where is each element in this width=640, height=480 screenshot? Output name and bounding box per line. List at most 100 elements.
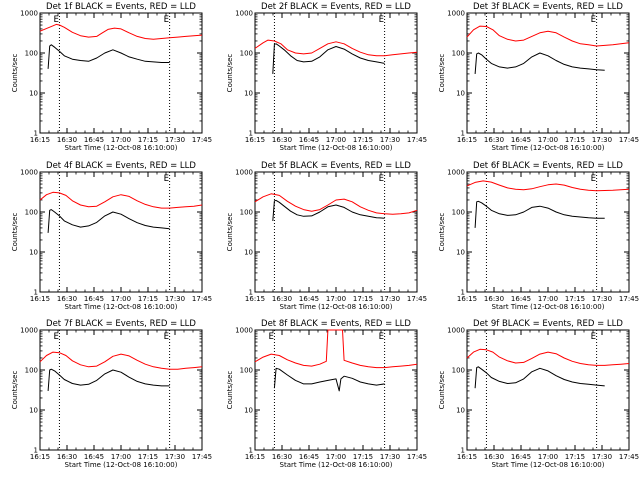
y-axis-label: Counts/sec (438, 371, 446, 410)
plot-frame (39, 329, 203, 451)
x-tick-label: 16:45 (299, 453, 319, 461)
x-tick-label: 17:45 (192, 136, 212, 144)
x-tick-label: 16:15 (245, 295, 265, 303)
x-tick-label: 16:15 (245, 453, 265, 461)
plot-frame (254, 329, 418, 451)
events-series-line (273, 367, 385, 392)
x-axis-label: Start Time (12-Oct-08 16:10:00) (65, 461, 178, 469)
x-tick-label: 16:45 (511, 136, 531, 144)
x-tick-label: 16:30 (57, 136, 77, 144)
events-series-line (474, 366, 605, 389)
y-axis-label: Counts/sec (11, 371, 19, 410)
x-tick-label: 17:00 (326, 295, 346, 303)
y-tick-label: 1000 (447, 169, 465, 177)
y-tick-label: 100 (25, 209, 38, 217)
plot-frame (254, 12, 418, 134)
events-series-line (47, 368, 170, 391)
lld-series-line (39, 23, 203, 40)
event-marker-label: E (164, 332, 169, 342)
x-tick-label: 16:30 (272, 295, 292, 303)
x-tick-label: 17:30 (380, 295, 400, 303)
y-tick-label: 1 (34, 289, 38, 297)
panel-title: Det 6f BLACK = Events, RED = LLD (473, 161, 623, 171)
x-tick-label: 16:45 (84, 453, 104, 461)
y-tick-label: 10 (244, 90, 253, 98)
y-tick-label: 1 (249, 289, 253, 297)
y-tick-label: 10 (29, 249, 38, 257)
x-tick-label: 17:30 (592, 136, 612, 144)
x-axis-label: Start Time (12-Oct-08 16:10:00) (280, 144, 393, 152)
event-marker-label: E (591, 332, 596, 342)
y-axis-label: Counts/sec (226, 213, 234, 252)
x-tick-label: 17:00 (111, 453, 131, 461)
x-tick-label: 17:15 (353, 136, 373, 144)
panel-title: Det 2f BLACK = Events, RED = LLD (261, 2, 411, 12)
event-marker-label: E (379, 174, 384, 184)
x-tick-label: 16:30 (484, 295, 504, 303)
x-tick-label: 17:30 (165, 136, 185, 144)
detector-panel-1: Det 1f BLACK = Events, RED = LLD 1 10 100 10… (11, 2, 212, 152)
lld-series-line (254, 193, 418, 215)
x-tick-label: 17:00 (111, 295, 131, 303)
events-series-line (272, 199, 385, 221)
x-tick-label: 17:45 (192, 453, 212, 461)
panel-title: Det 3f BLACK = Events, RED = LLD (473, 2, 623, 12)
lld-series-line (466, 348, 630, 366)
x-tick-label: 17:45 (407, 453, 427, 461)
y-tick-label: 10 (29, 90, 38, 98)
y-axis-label: Counts/sec (438, 213, 446, 252)
y-tick-label: 100 (25, 367, 38, 375)
x-axis-label: Start Time (12-Oct-08 16:10:00) (492, 144, 605, 152)
detector-panel-2: Det 2f BLACK = Events, RED = LLD 1 10 100 10… (226, 2, 427, 152)
x-tick-label: 16:15 (457, 453, 477, 461)
events-series-line (474, 200, 605, 228)
panel-title: Det 9f BLACK = Events, RED = LLD (473, 319, 623, 329)
y-tick-label: 100 (452, 50, 465, 58)
event-marker-label: E (379, 15, 384, 25)
x-axis-label: Start Time (12-Oct-08 16:10:00) (492, 461, 605, 469)
y-tick-label: 1000 (20, 327, 38, 335)
x-tick-label: 17:00 (111, 136, 131, 144)
panel-title: Det 1f BLACK = Events, RED = LLD (46, 2, 196, 12)
event-marker-label: E (164, 174, 169, 184)
x-tick-label: 17:15 (138, 295, 158, 303)
events-series-line (47, 44, 170, 69)
plot-frame (39, 12, 203, 134)
x-axis-label: Start Time (12-Oct-08 16:10:00) (65, 303, 178, 311)
panel-title: Det 7f BLACK = Events, RED = LLD (46, 319, 196, 329)
event-marker-label: E (53, 15, 58, 25)
y-axis-label: Counts/sec (11, 213, 19, 252)
x-tick-label: 17:30 (380, 136, 400, 144)
x-tick-label: 17:45 (619, 136, 639, 144)
event-marker-label: E (268, 332, 273, 342)
y-tick-label: 100 (452, 209, 465, 217)
x-axis-label: Start Time (12-Oct-08 16:10:00) (280, 461, 393, 469)
detector-panel-9: Det 9f BLACK = Events, RED = LLD 1 10 100 10… (438, 319, 639, 469)
x-tick-label: 17:15 (138, 453, 158, 461)
y-tick-label: 1 (249, 447, 253, 455)
x-tick-label: 16:30 (57, 295, 77, 303)
x-tick-label: 16:30 (272, 136, 292, 144)
events-series-line (47, 209, 170, 233)
lld-series-line (254, 39, 418, 57)
plot-frame (39, 171, 203, 293)
x-tick-label: 17:15 (565, 295, 585, 303)
y-tick-label: 100 (240, 367, 253, 375)
y-tick-label: 1000 (20, 10, 38, 18)
detector-panel-6: Det 6f BLACK = Events, RED = LLD 1 10 100 10… (438, 161, 639, 311)
y-tick-label: 100 (452, 367, 465, 375)
y-tick-label: 10 (29, 407, 38, 415)
plot-frame (466, 329, 630, 451)
x-tick-label: 17:15 (138, 136, 158, 144)
x-tick-label: 16:30 (484, 453, 504, 461)
y-axis-label: Counts/sec (226, 54, 234, 93)
x-tick-label: 16:15 (457, 295, 477, 303)
x-tick-label: 17:30 (592, 453, 612, 461)
y-axis-label: Counts/sec (438, 54, 446, 93)
detector-panel-4: Det 4f BLACK = Events, RED = LLD 1 10 100 10… (11, 161, 212, 311)
y-tick-label: 1 (249, 130, 253, 138)
y-axis-label: Counts/sec (11, 54, 19, 93)
x-tick-label: 17:15 (353, 453, 373, 461)
y-tick-label: 10 (456, 407, 465, 415)
